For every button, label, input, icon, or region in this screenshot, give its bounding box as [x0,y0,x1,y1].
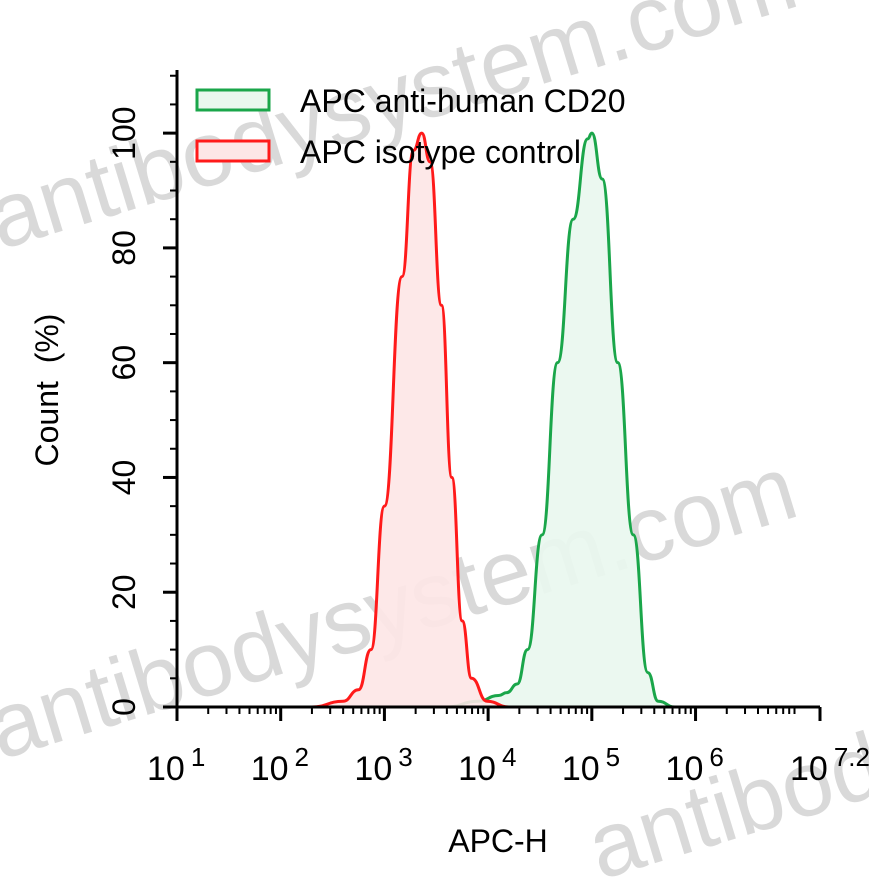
x-tick-label: 10 3 [354,742,412,788]
x-axis-label: APC-H [448,823,548,859]
y-tick-label: 60 [106,345,142,381]
series-fill-0 [446,133,675,708]
legend-item-cd20: APC anti-human CD20 [195,83,625,119]
x-tick-label: 10 6 [666,742,724,788]
x-tick-label: 10 4 [458,742,516,788]
axes: 10 1 10 2 10 3 10 4 10 5 10 6 10 7.2 0 20 40 60 80 100 [106,70,869,788]
x-tick-label: 10 2 [251,742,309,788]
legend-label-cd20: APC anti-human CD20 [300,83,625,119]
legend: APC anti-human CD20 APC isotype control [195,83,625,170]
y-tick-label: 100 [106,106,142,159]
series-fill-1 [311,133,509,708]
legend-swatch-isotype [195,139,271,163]
x-tick-label: 10 1 [147,742,205,788]
legend-item-isotype: APC isotype control [195,134,581,170]
series-layer [311,131,675,709]
y-tick-label: 0 [106,698,142,716]
y-tick-label: 80 [106,230,142,266]
series-line-0 [446,131,675,709]
y-tick-label: 40 [106,460,142,496]
y-axis-label: Count (%) [29,314,65,467]
legend-swatch-cd20 [195,88,271,112]
y-tick-label: 20 [106,574,142,610]
legend-label-isotype: APC isotype control [300,134,581,170]
series-line-1 [311,131,509,709]
x-tick-label: 10 5 [562,742,620,788]
x-tick-label: 10 7.2 [790,742,869,788]
